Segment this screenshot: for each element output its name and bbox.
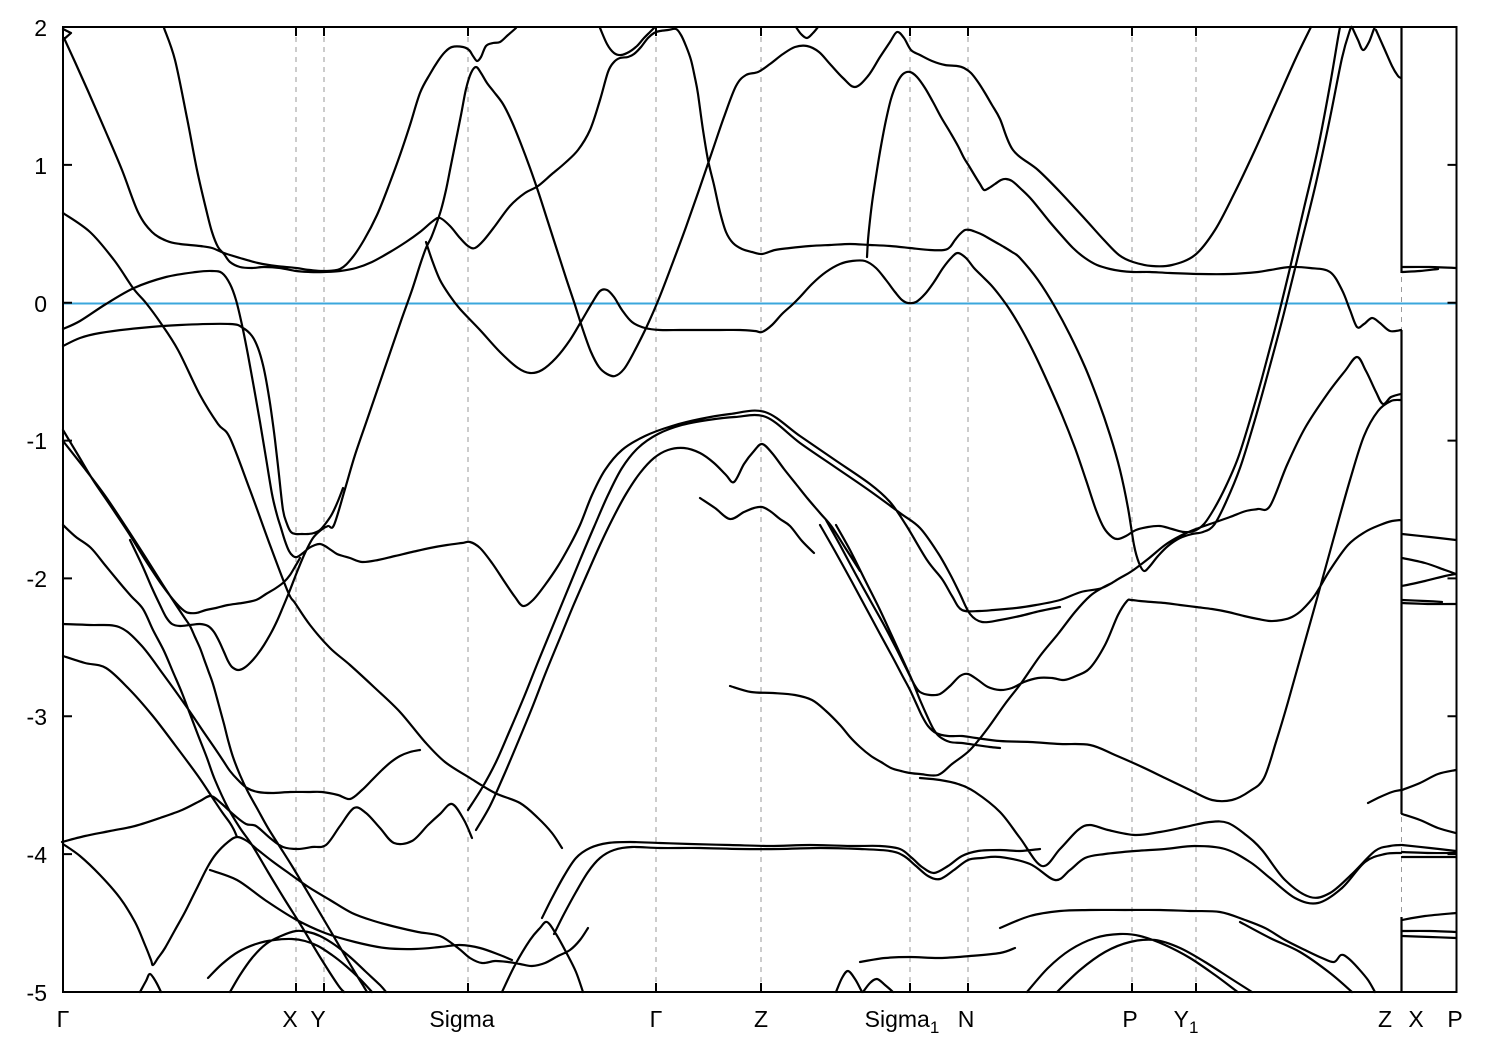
svg-text:Z: Z [754, 1006, 768, 1032]
svg-text:Γ: Γ [650, 1006, 663, 1032]
svg-text:X: X [1408, 1006, 1423, 1032]
svg-text:0: 0 [34, 291, 47, 317]
svg-text:Y: Y [310, 1006, 325, 1032]
svg-text:-1: -1 [27, 428, 47, 454]
svg-text:N: N [958, 1006, 975, 1032]
svg-text:Sigma1: Sigma1 [865, 1006, 940, 1037]
svg-text:-3: -3 [27, 704, 47, 730]
svg-text:P: P [1447, 1006, 1462, 1032]
svg-text:Sigma: Sigma [429, 1006, 494, 1032]
svg-text:-4: -4 [27, 842, 48, 868]
svg-text:-5: -5 [27, 980, 47, 1006]
svg-text:1: 1 [34, 153, 47, 179]
svg-text:Γ: Γ [57, 1006, 70, 1032]
svg-text:P: P [1122, 1006, 1137, 1032]
svg-text:Z: Z [1378, 1006, 1392, 1032]
svg-text:X: X [282, 1006, 297, 1032]
svg-text:2: 2 [34, 15, 47, 41]
svg-text:-2: -2 [27, 566, 47, 592]
